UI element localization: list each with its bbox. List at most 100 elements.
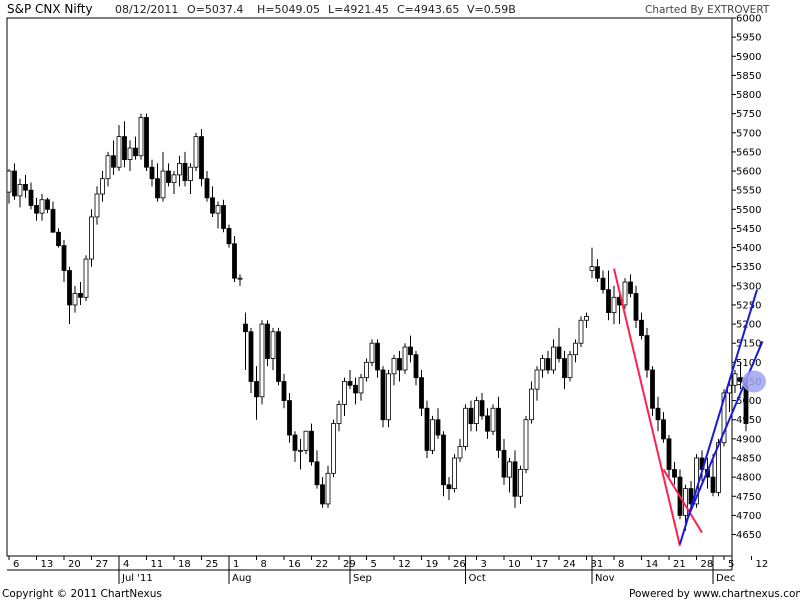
candle <box>276 327 281 386</box>
candle-body <box>573 342 578 356</box>
y-tick-label: 4850 <box>736 454 761 465</box>
candle-body <box>584 316 589 321</box>
candle-body <box>358 377 364 394</box>
candle <box>320 477 325 508</box>
chart-title: S&P CNX Nifty <box>7 2 93 16</box>
x-tick-label: 21 <box>673 559 686 570</box>
candle <box>589 247 595 279</box>
candle-body <box>204 178 210 199</box>
candle-body <box>276 331 281 382</box>
candle-body <box>50 208 56 233</box>
candle-body <box>402 346 408 371</box>
candle-body <box>94 193 100 218</box>
candle-body <box>210 197 215 214</box>
candle <box>254 366 259 420</box>
candle-body <box>270 331 276 359</box>
candle <box>628 274 633 298</box>
candle-body <box>138 117 144 157</box>
y-tick-label: 4650 <box>736 530 761 541</box>
candle-body <box>540 358 545 371</box>
candle <box>56 228 61 248</box>
y-tick-label: 5400 <box>736 243 761 254</box>
candle <box>584 312 589 328</box>
candle <box>160 151 166 202</box>
candle <box>105 151 111 187</box>
candle <box>188 163 193 194</box>
y-tick-label: 5700 <box>736 128 761 139</box>
month-label: Jul '11 <box>121 573 153 584</box>
candle <box>89 209 94 267</box>
candle <box>479 392 485 420</box>
candle <box>413 350 419 386</box>
candle <box>67 266 72 325</box>
candle-body <box>320 484 325 505</box>
candle-body <box>562 358 567 379</box>
x-tick-label: 4 <box>123 559 129 570</box>
x-tick-label: 8 <box>618 559 624 570</box>
x-tick-label: 28 <box>701 559 714 570</box>
candle <box>523 415 529 474</box>
y-tick-label: 5200 <box>736 320 761 331</box>
candle-body <box>452 457 457 490</box>
y-tick-label: 5500 <box>736 205 761 216</box>
y-tick-label: 4800 <box>736 473 761 484</box>
y-tick-label: 5900 <box>736 52 761 63</box>
candle-body <box>633 293 639 321</box>
candle-body <box>534 369 540 390</box>
candle <box>468 400 474 432</box>
candles <box>6 113 749 531</box>
candle-body <box>45 199 50 210</box>
candle <box>358 373 364 401</box>
candle-body <box>221 205 226 229</box>
y-tick-label: 5650 <box>736 147 761 158</box>
candle-body <box>17 184 23 197</box>
candle <box>419 370 424 416</box>
candle <box>133 136 138 160</box>
x-tick-label: 10 <box>508 559 521 570</box>
candle-body <box>369 342 375 363</box>
candle <box>430 415 435 455</box>
candle <box>28 182 34 210</box>
x-tick-label: 5 <box>371 559 377 570</box>
candle-body <box>364 361 369 379</box>
candle <box>138 113 144 160</box>
candle <box>122 121 127 168</box>
candle-body <box>56 231 61 247</box>
candle <box>226 224 232 248</box>
candle <box>171 171 177 194</box>
candle <box>380 366 386 428</box>
candle <box>562 350 567 390</box>
candle-body <box>589 266 595 271</box>
candle-body <box>463 407 468 447</box>
candle <box>446 477 452 501</box>
candle-body <box>292 434 298 451</box>
candle <box>116 125 122 172</box>
x-tick-label: 6 <box>13 559 19 570</box>
candle-body <box>743 384 749 424</box>
candle-body <box>199 136 204 180</box>
candle-body <box>386 373 391 421</box>
powered-by-link[interactable]: Powered by www.chartnexus.com <box>629 588 800 600</box>
candle-body <box>6 170 12 193</box>
x-tick-label: 13 <box>41 559 54 570</box>
candle <box>292 431 298 462</box>
candle <box>6 169 12 204</box>
x-tick-label: 11 <box>151 559 164 570</box>
x-tick-label: 5 <box>728 559 734 570</box>
candle-body <box>122 136 127 160</box>
candle-body <box>314 461 320 486</box>
candle-body <box>347 381 353 386</box>
candle-body <box>380 369 386 421</box>
candle-body <box>435 419 441 436</box>
header-close: C=4943.65 <box>397 3 459 16</box>
candle-body <box>628 281 633 294</box>
candle-body <box>485 415 490 432</box>
candle-body <box>67 270 72 306</box>
candle-body <box>303 430 309 451</box>
x-tick-label: 26 <box>453 559 466 570</box>
candle-body <box>457 446 463 459</box>
candle-body <box>430 419 435 451</box>
candle-body <box>127 147 133 160</box>
candle-body <box>61 245 67 271</box>
